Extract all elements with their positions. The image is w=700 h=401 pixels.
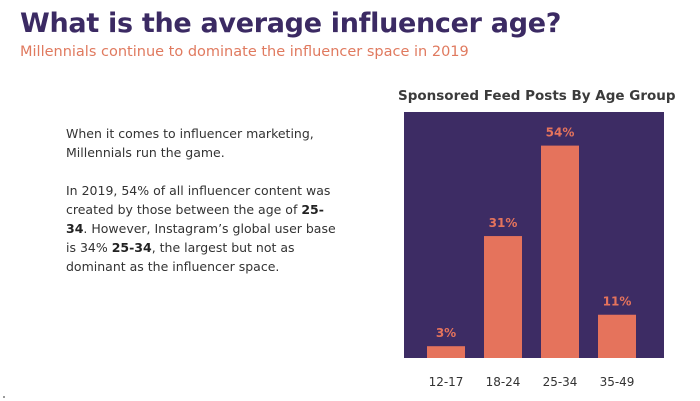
- tick-label-35-49: 35-49: [600, 375, 635, 389]
- stats-text-2: . However, Instagram’s global user base …: [66, 221, 336, 255]
- tick-label-12-17: 12-17: [429, 375, 464, 389]
- stats-highlight-age-1: 25-34: [66, 202, 324, 236]
- value-label-18-24: 31%: [489, 216, 518, 230]
- bar-12-17: [427, 346, 465, 358]
- tick-label-18-24: 18-24: [486, 375, 521, 389]
- page-title: What is the average influencer age?: [20, 8, 562, 39]
- bar-35-49: [598, 314, 636, 358]
- stats-text-1: In 2019, 54% of all influencer content w…: [66, 183, 331, 217]
- bar-25-34: [541, 145, 579, 358]
- stats-paragraph: In 2019, 54% of all influencer content w…: [66, 181, 341, 276]
- chart-title: Sponsored Feed Posts By Age Group: [398, 88, 676, 104]
- stats-text-3: , the largest but not as dominant as the…: [66, 240, 295, 274]
- value-label-25-34: 54%: [546, 126, 575, 140]
- corner-dot: [3, 396, 5, 398]
- bar-chart-svg: 3% 12-17 31% 18-24 54% 25-34 11% 35-49: [404, 112, 664, 389]
- value-label-35-49: 11%: [603, 295, 632, 309]
- value-label-12-17: 3%: [436, 326, 456, 340]
- body-text: When it comes to influencer marketing, M…: [66, 124, 341, 295]
- stats-highlight-age-2: 25-34: [111, 240, 152, 255]
- bar-18-24: [484, 236, 522, 358]
- tick-label-25-34: 25-34: [543, 375, 578, 389]
- intro-paragraph: When it comes to influencer marketing, M…: [66, 126, 314, 160]
- bar-chart: 3% 12-17 31% 18-24 54% 25-34 11% 35-49: [404, 112, 664, 397]
- page-subtitle: Millennials continue to dominate the inf…: [20, 44, 469, 60]
